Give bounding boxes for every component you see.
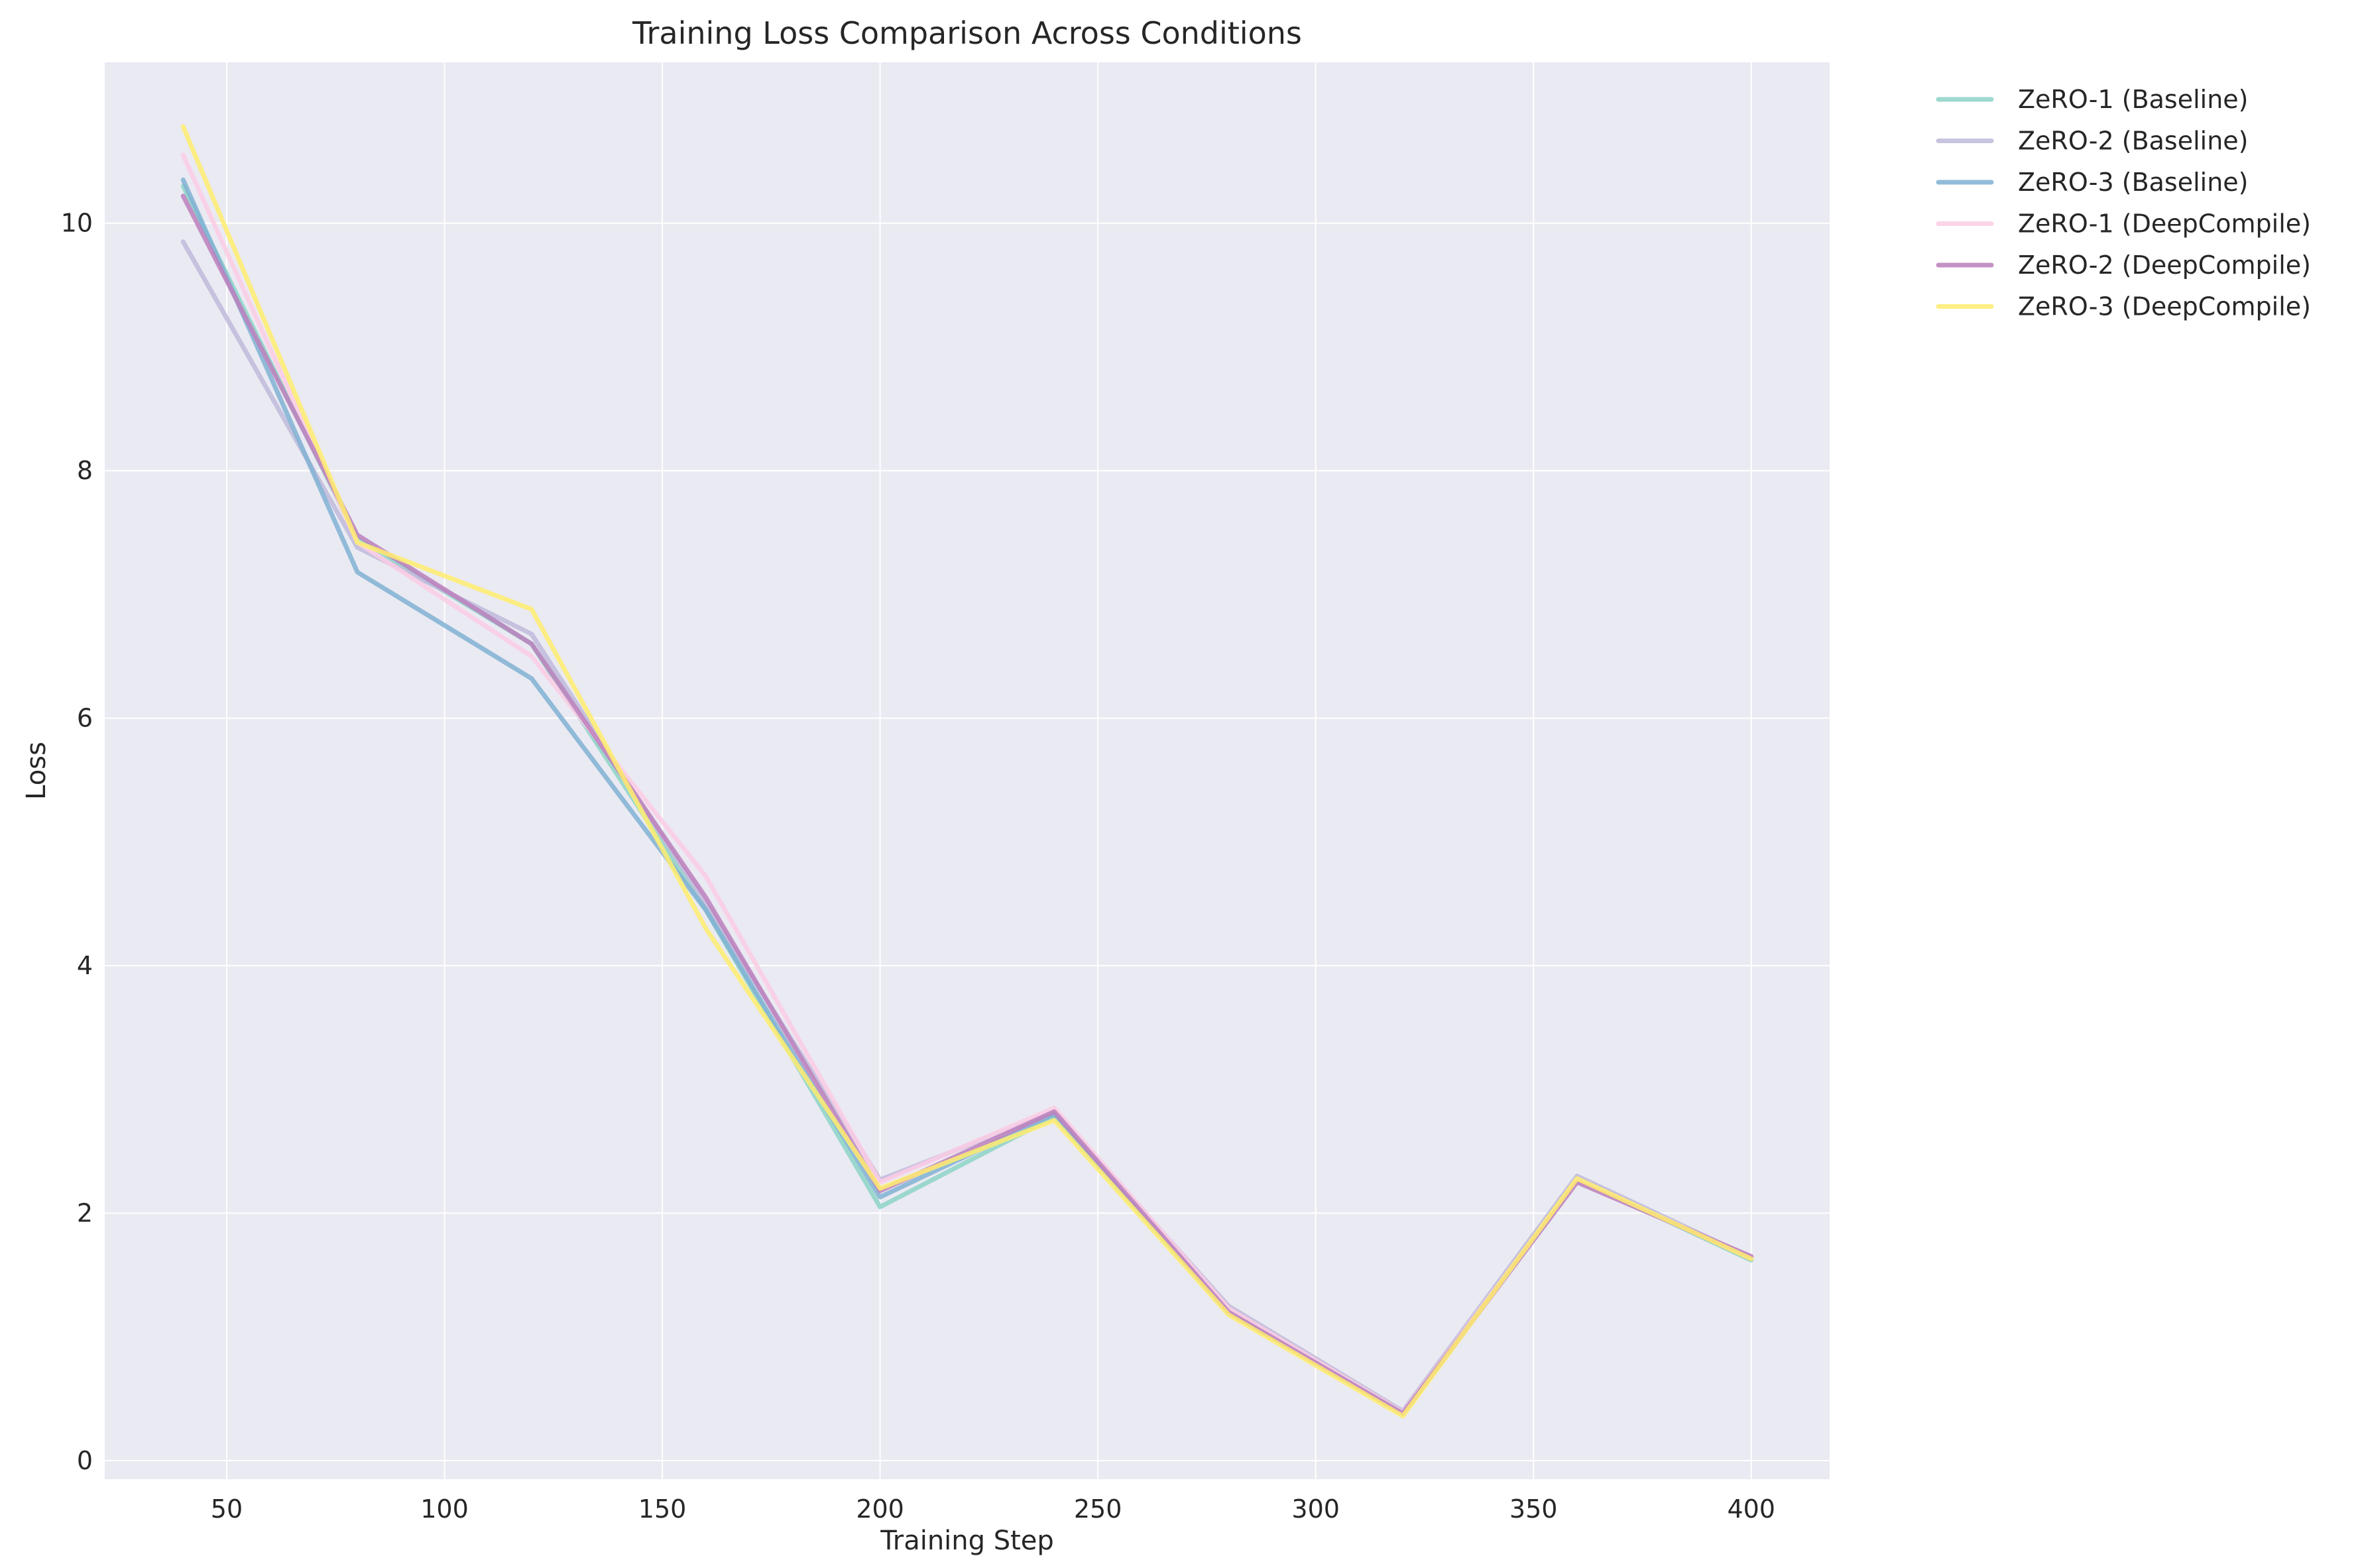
x-tick-label: 350	[1509, 1494, 1558, 1524]
plot-area	[105, 62, 1830, 1479]
legend-label: ZeRO-2 (DeepCompile)	[2018, 251, 2311, 280]
legend-label: ZeRO-3 (Baseline)	[2018, 168, 2249, 197]
y-axis-label: Loss	[21, 742, 52, 800]
x-tick-label: 150	[638, 1494, 687, 1524]
legend: ZeRO-1 (Baseline) ZeRO-2 (Baseline) ZeRO-3…	[1936, 85, 2311, 321]
x-tick-label: 200	[856, 1494, 904, 1524]
x-tick-label: 250	[1074, 1494, 1122, 1524]
y-tick-label: 0	[77, 1446, 93, 1475]
x-tick-label: 50	[211, 1494, 243, 1524]
grid	[105, 62, 1830, 1479]
x-tick-label: 400	[1727, 1494, 1775, 1524]
legend-label: ZeRO-1 (DeepCompile)	[2018, 209, 2311, 239]
x-tick-label: 300	[1291, 1494, 1340, 1524]
legend-label: ZeRO-2 (Baseline)	[2018, 127, 2249, 156]
legend-label: ZeRO-1 (Baseline)	[2018, 85, 2249, 114]
series-line	[180, 124, 1754, 1419]
x-tick-label: 100	[420, 1494, 469, 1524]
tick-labels: 50 100 150 200 250 300 350 400 0 2 4 6 8 10	[61, 209, 1775, 1524]
y-tick-label: 6	[77, 704, 93, 733]
legend-label: ZeRO-3 (DeepCompile)	[2018, 292, 2311, 321]
y-tick-label: 10	[61, 209, 93, 238]
x-axis-label: Training Step	[880, 1526, 1054, 1556]
y-tick-label: 4	[77, 951, 93, 980]
y-tick-label: 2	[77, 1199, 93, 1228]
y-tick-label: 8	[77, 456, 93, 485]
chart-title: Training Loss Comparison Across Conditio…	[632, 15, 1302, 51]
series-lines	[180, 124, 1754, 1419]
